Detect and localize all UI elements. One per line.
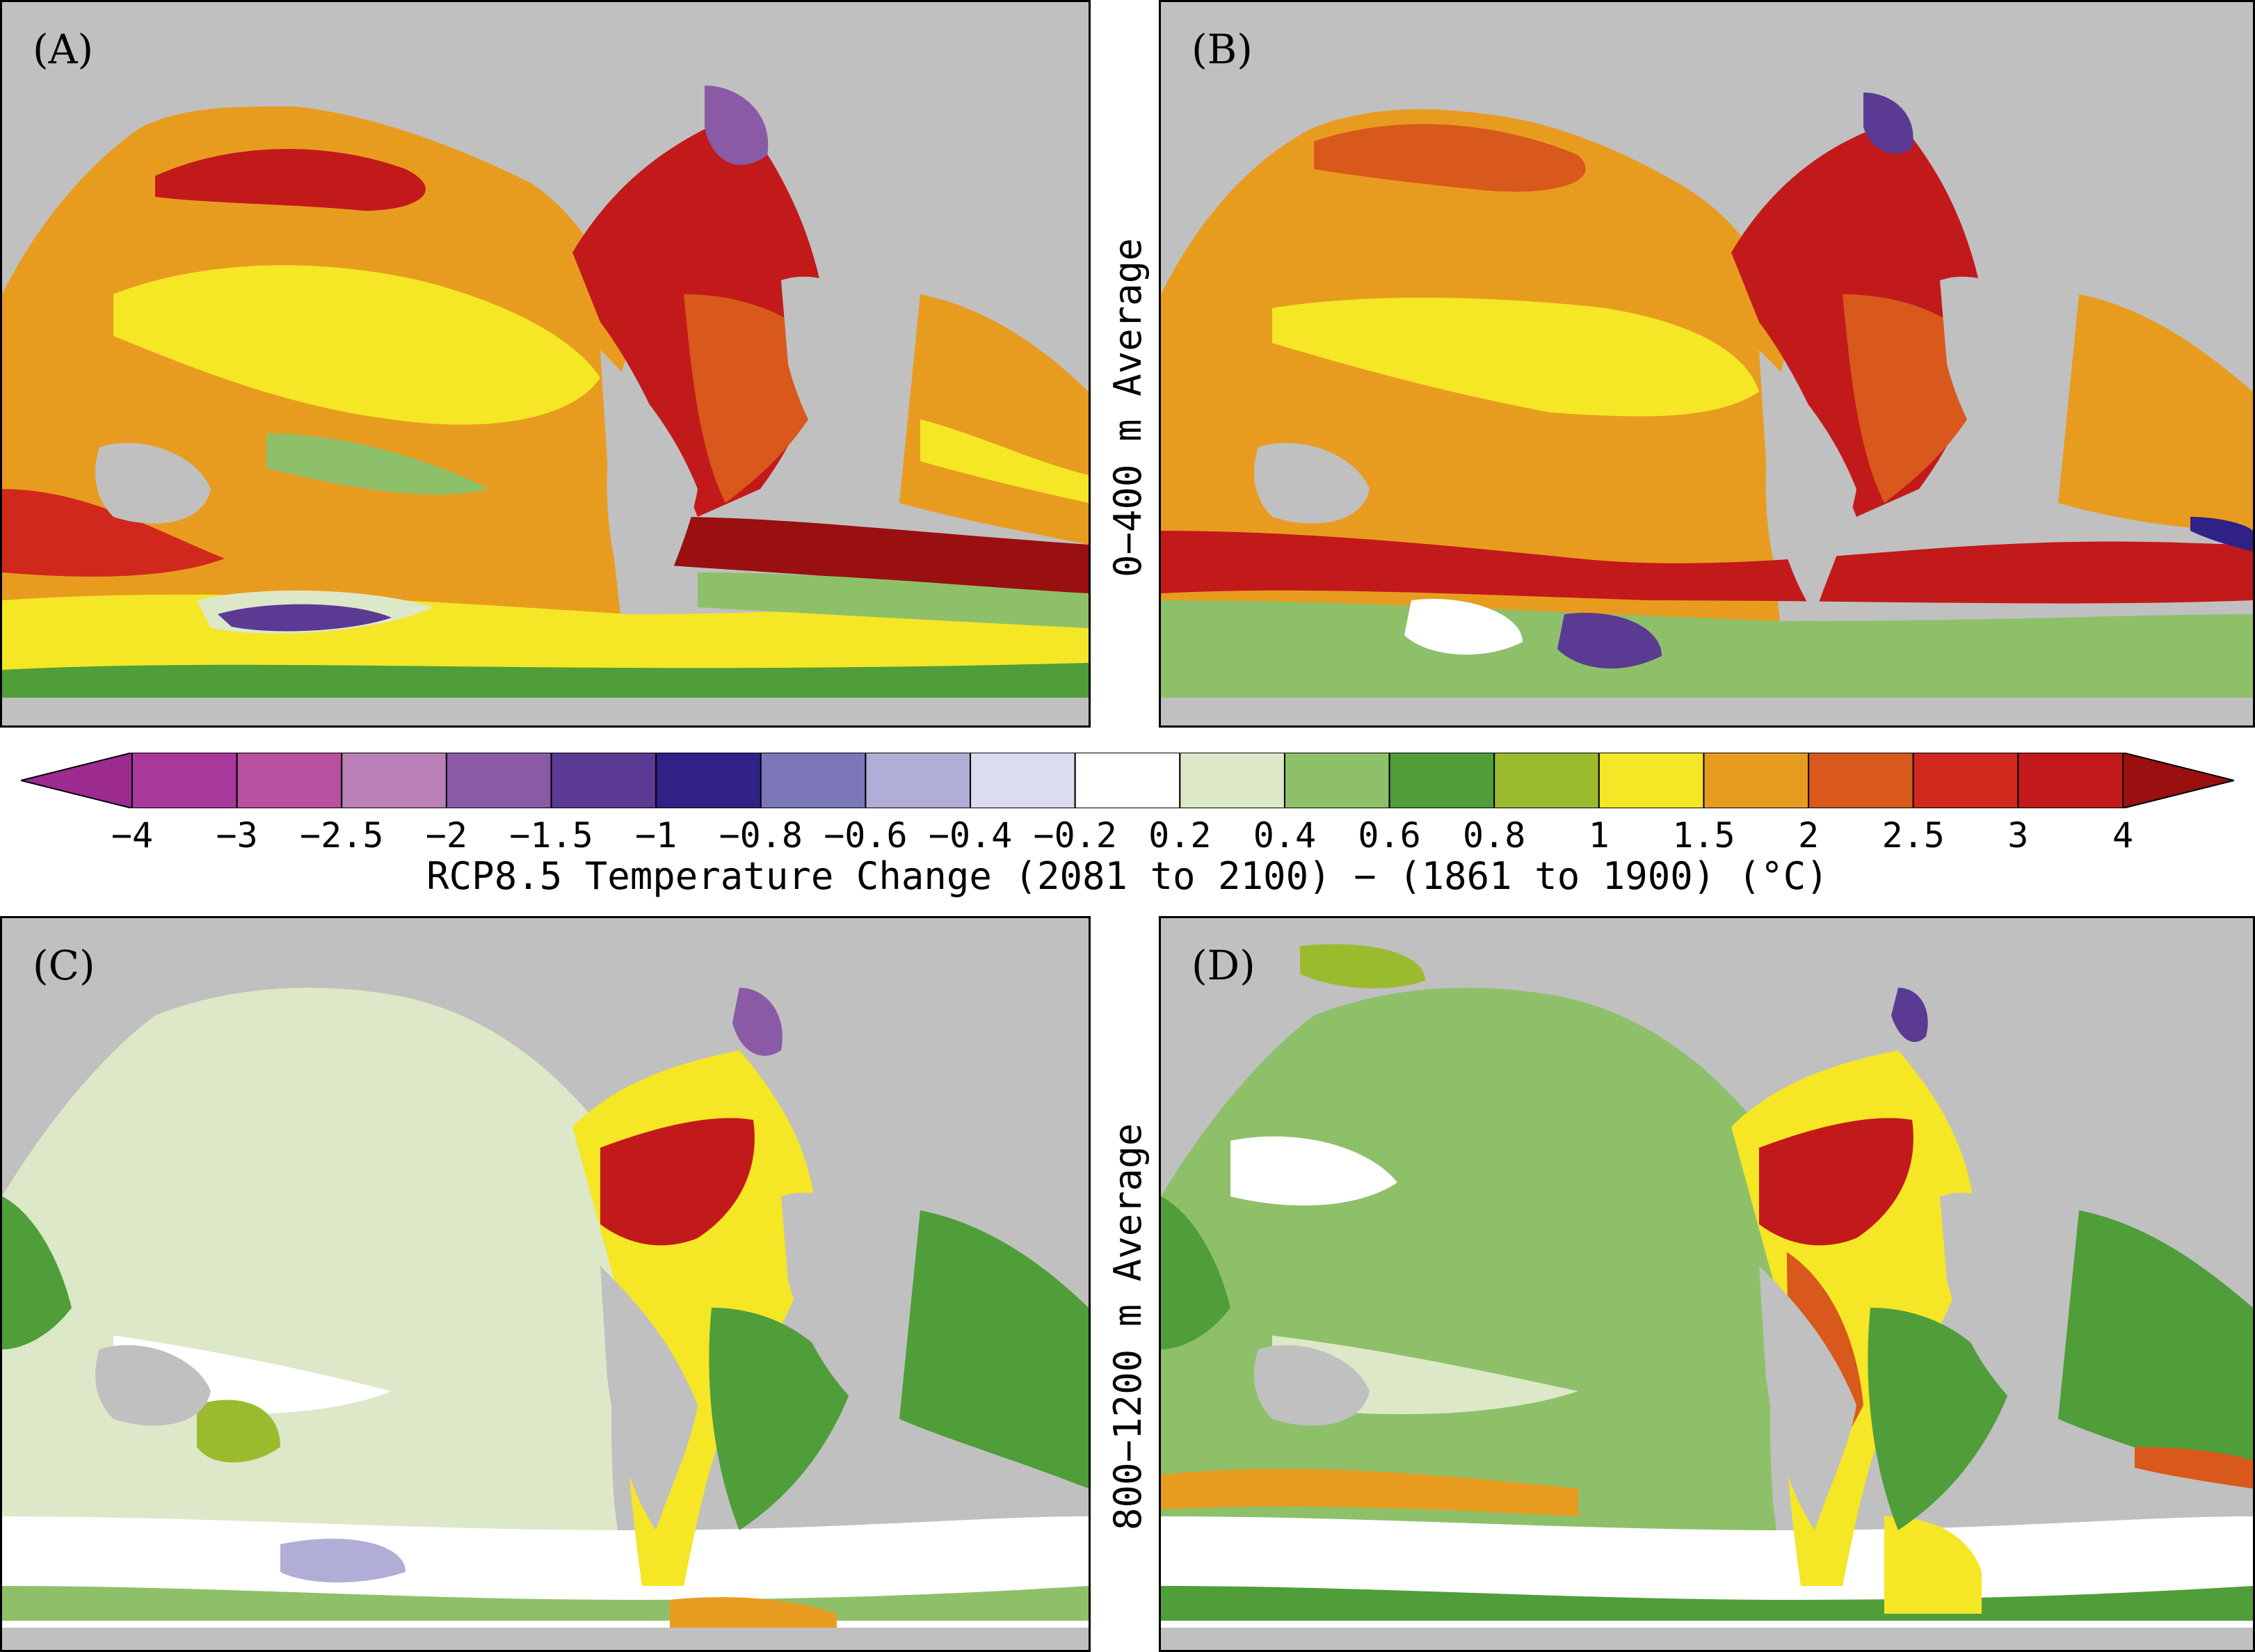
- colorbar-tick-label: 4: [2112, 815, 2134, 856]
- colorbar-swatch: [1074, 753, 1181, 808]
- map-panel-b: (B): [1159, 0, 2255, 728]
- colorbar-swatch: [1808, 753, 1914, 808]
- colorbar-swatch: [1598, 753, 1705, 808]
- colorbar-tick-label: −0.6: [824, 815, 908, 856]
- map-d-svg: [1161, 918, 2253, 1650]
- row-label-bottom: 800−1200 m Average: [1106, 1123, 1150, 1530]
- panel-label-c: (C): [33, 942, 95, 989]
- colorbar-title: RCP8.5 Temperature Change (2081 to 2100)…: [426, 854, 1829, 898]
- map-panel-c: (C): [0, 916, 1091, 1652]
- colorbar-swatch: [970, 753, 1076, 808]
- colorbar-tick-label: −1.5: [509, 815, 593, 856]
- colorbar: [21, 753, 2234, 808]
- colorbar-under-triangle: [21, 753, 133, 808]
- map-panel-d: (D): [1159, 916, 2255, 1652]
- colorbar-swatch: [1703, 753, 1810, 808]
- colorbar-tick-label: 0.2: [1148, 815, 1212, 856]
- colorbar-ticks: −4 −3 −2.5 −2 −1.5 −1 −0.8 −0.6 −0.4 −0.2 0.2 0.4 0.…: [0, 815, 2255, 857]
- colorbar-swatch: [236, 753, 343, 808]
- colorbar-tick-label: 1: [1588, 815, 1610, 856]
- colorbar-tick-label: −2.5: [300, 815, 384, 856]
- colorbar-tick-label: 0.4: [1253, 815, 1317, 856]
- colorbar-tick-label: −4: [111, 815, 154, 856]
- colorbar-swatch: [1493, 753, 1600, 808]
- colorbar-swatch: [655, 753, 762, 808]
- map-b-svg: [1161, 2, 2253, 725]
- colorbar-tick-label: 0.8: [1463, 815, 1526, 856]
- colorbar-swatch: [760, 753, 867, 808]
- row-label-top: 0−400 m Average: [1106, 238, 1150, 577]
- colorbar-tick-label: −3: [216, 815, 258, 856]
- colorbar-swatch: [341, 753, 447, 808]
- map-a-svg: [2, 2, 1089, 725]
- colorbar-tick-label: 0.6: [1358, 815, 1421, 856]
- colorbar-swatch: [1283, 753, 1390, 808]
- map-c-svg: [2, 918, 1089, 1650]
- colorbar-tick-label: −1: [635, 815, 677, 856]
- colorbar-swatch: [2017, 753, 2124, 808]
- colorbar-tick-label: −0.4: [928, 815, 1013, 856]
- colorbar-tick-label: −0.8: [719, 815, 803, 856]
- colorbar-swatch: [131, 753, 238, 808]
- panel-label-d: (D): [1191, 942, 1255, 989]
- panel-label-b: (B): [1191, 26, 1253, 73]
- map-panel-a: (A): [0, 0, 1091, 728]
- colorbar-swatch: [1179, 753, 1285, 808]
- colorbar-tick-label: 2.5: [1881, 815, 1945, 856]
- colorbar-tick-label: 1.5: [1672, 815, 1735, 856]
- panel-label-a: (A): [33, 26, 94, 73]
- colorbar-swatch: [865, 753, 972, 808]
- colorbar-tick-label: −2: [425, 815, 467, 856]
- colorbar-tick-label: 2: [1798, 815, 1820, 856]
- colorbar-tick-label: −0.2: [1033, 815, 1117, 856]
- colorbar-over-triangle: [2122, 753, 2234, 808]
- colorbar-swatch: [1912, 753, 2019, 808]
- colorbar-tick-label: 3: [2007, 815, 2029, 856]
- colorbar-swatch: [550, 753, 657, 808]
- colorbar-swatch: [1388, 753, 1495, 808]
- colorbar-swatch: [445, 753, 552, 808]
